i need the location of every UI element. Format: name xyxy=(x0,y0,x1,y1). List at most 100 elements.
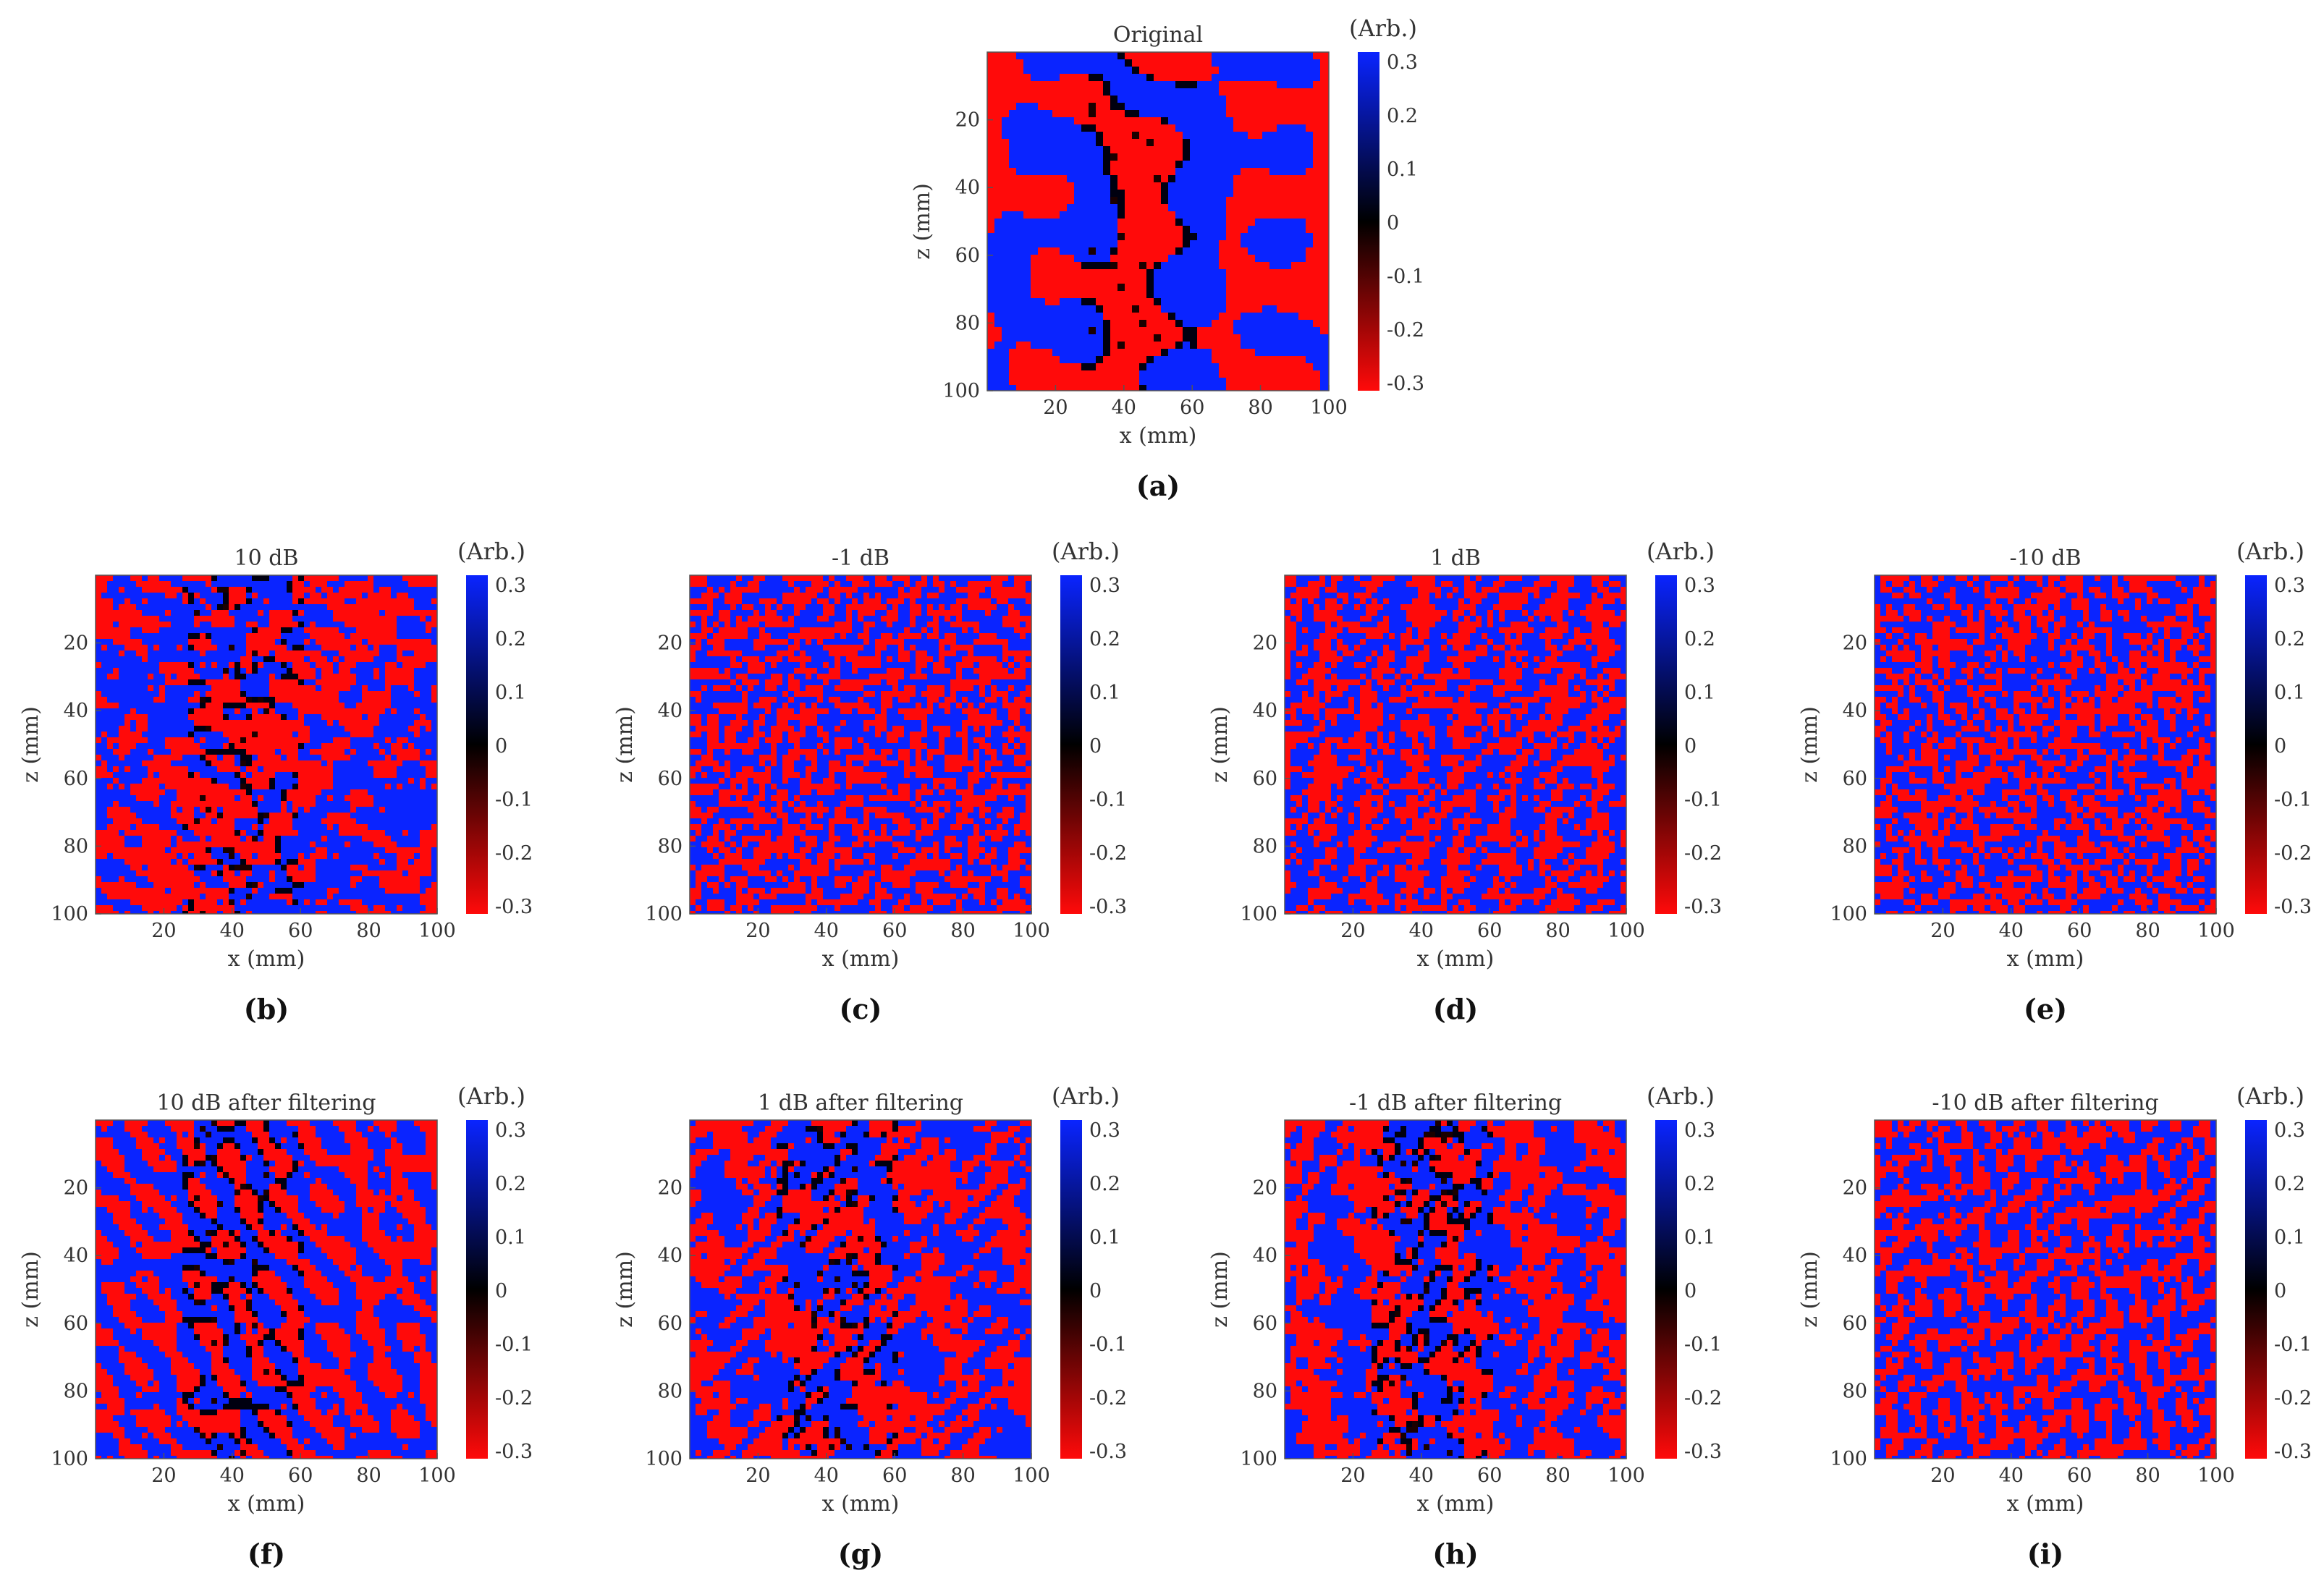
heatmap-cell xyxy=(1089,74,1096,82)
heatmap-cell xyxy=(1168,161,1176,169)
heatmap-cell xyxy=(1125,276,1133,284)
heatmap-cell xyxy=(1045,313,1053,321)
heatmap-cell xyxy=(362,575,368,582)
heatmap-cell xyxy=(1197,67,1205,75)
heatmap-cell xyxy=(1219,363,1227,371)
heatmap-cell xyxy=(1226,363,1234,371)
heatmap-cell xyxy=(1117,342,1125,349)
heatmap-cell xyxy=(350,708,357,715)
heatmap-cell xyxy=(402,743,409,750)
heatmap-cell xyxy=(1190,146,1198,154)
heatmap-cell xyxy=(1277,385,1285,391)
heatmap-cell xyxy=(362,633,368,640)
heatmap-cell xyxy=(304,813,310,819)
heatmap-cell xyxy=(1313,226,1321,234)
heatmap-cell xyxy=(345,581,351,588)
heatmap-cell xyxy=(368,813,374,819)
heatmap-cell xyxy=(414,743,421,750)
heatmap-cell xyxy=(345,685,351,692)
heatmap-cell xyxy=(1154,67,1162,75)
heatmap-cell xyxy=(1277,219,1285,226)
heatmap-cell xyxy=(1161,161,1169,169)
heatmap-cell xyxy=(1212,342,1220,349)
heatmap-cell xyxy=(345,598,351,605)
heatmap-cell xyxy=(177,633,183,640)
heatmap-cell xyxy=(206,749,212,755)
heatmap-cell xyxy=(177,818,183,825)
heatmap-cell xyxy=(391,593,397,599)
heatmap-cell xyxy=(281,789,287,796)
heatmap-cell xyxy=(1269,356,1277,364)
heatmap-cell xyxy=(1197,284,1205,292)
heatmap-cell xyxy=(234,674,241,680)
heatmap-cell xyxy=(1045,168,1053,176)
heatmap-cell xyxy=(1139,124,1147,132)
colorbar-tick-label: 0.2 xyxy=(1387,105,1418,127)
heatmap-cell xyxy=(119,836,125,842)
heatmap-cell xyxy=(316,720,322,726)
heatmap-cell xyxy=(420,610,426,616)
heatmap-cell xyxy=(206,674,212,680)
heatmap-cell xyxy=(304,633,310,640)
heatmap-cell xyxy=(1023,385,1031,391)
heatmap-cell xyxy=(194,784,200,790)
heatmap-cell xyxy=(124,593,131,599)
heatmap-cell xyxy=(1190,139,1198,147)
heatmap-cell xyxy=(165,784,172,790)
heatmap-cell xyxy=(252,604,258,611)
heatmap-cell xyxy=(177,679,183,686)
heatmap-cell xyxy=(310,714,316,721)
heatmap-cell xyxy=(1031,276,1039,284)
heatmap-cell xyxy=(252,772,258,779)
heatmap-cell xyxy=(385,645,392,651)
heatmap-cell xyxy=(402,732,409,738)
heatmap-cell xyxy=(379,645,386,651)
heatmap-cell xyxy=(1306,161,1314,169)
heatmap-cell xyxy=(223,622,229,628)
heatmap-cell xyxy=(414,772,421,779)
heatmap-cell xyxy=(1291,190,1299,198)
heatmap-cell xyxy=(397,679,403,686)
heatmap-cell xyxy=(1226,233,1234,241)
heatmap-cell xyxy=(1052,334,1060,342)
heatmap-cell xyxy=(165,674,172,680)
heatmap-cell xyxy=(119,749,125,755)
heatmap-cell xyxy=(426,795,432,802)
heatmap-cell xyxy=(1052,349,1060,357)
heatmap-cell xyxy=(356,737,363,744)
heatmap-cell xyxy=(1248,233,1256,241)
heatmap-cell xyxy=(333,749,339,755)
heatmap-cell xyxy=(1023,161,1031,169)
heatmap-cell xyxy=(987,190,995,198)
heatmap-cell xyxy=(391,645,397,651)
heatmap-cell xyxy=(1132,276,1140,284)
heatmap-cell xyxy=(420,830,426,836)
heatmap-cell xyxy=(1089,67,1096,75)
heatmap-cell xyxy=(1219,175,1227,183)
heatmap-cell xyxy=(1016,204,1024,212)
heatmap-cell xyxy=(217,604,224,611)
heatmap-cell xyxy=(194,685,200,692)
heatmap-cell xyxy=(119,737,125,744)
heatmap-cell xyxy=(1212,96,1220,103)
heatmap-cell xyxy=(310,749,316,755)
heatmap-cell xyxy=(402,650,409,657)
heatmap-cell xyxy=(182,622,189,628)
heatmap-cell xyxy=(287,616,293,622)
heatmap-cell xyxy=(119,801,125,807)
heatmap-cell xyxy=(1154,132,1162,140)
heatmap-cell xyxy=(426,674,432,680)
heatmap-cell xyxy=(339,662,345,669)
heatmap-cell xyxy=(1226,74,1234,82)
heatmap-cell xyxy=(1002,349,1010,357)
heatmap-cell xyxy=(287,708,293,715)
heatmap-cell xyxy=(339,685,345,692)
heatmap-cell xyxy=(281,697,287,703)
heatmap-cell xyxy=(1074,168,1082,176)
heatmap-cell xyxy=(1016,132,1024,140)
heatmap-cell xyxy=(1291,378,1299,386)
heatmap-cell xyxy=(385,830,392,836)
heatmap-cell xyxy=(1023,110,1031,118)
heatmap-cell xyxy=(310,575,316,582)
heatmap-cell xyxy=(1255,161,1263,169)
